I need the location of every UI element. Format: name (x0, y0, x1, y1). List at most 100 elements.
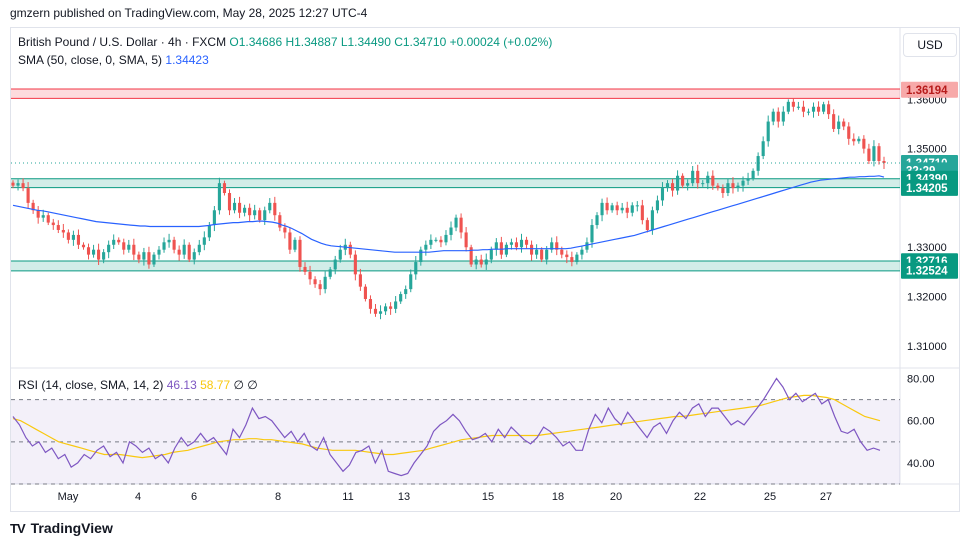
candle-body (489, 249, 493, 260)
candle-body (570, 257, 574, 263)
candle-body (590, 225, 594, 243)
candle-body (308, 271, 312, 280)
candle-body (117, 239, 121, 243)
candle-body (575, 254, 579, 263)
candle-body (91, 249, 96, 255)
candle-body (227, 193, 232, 211)
candle-body (424, 244, 428, 250)
candle-body (21, 183, 25, 189)
publisher-line: gmzern published on TradingView.com, May… (10, 6, 368, 20)
candle-body (16, 183, 20, 186)
candle-body (550, 242, 554, 250)
candle-body (288, 232, 292, 250)
candle-body (132, 244, 136, 255)
candle-body (530, 244, 534, 255)
candle-body (187, 244, 191, 260)
symbol-name: British Pound / U.S. Dollar · 4h · FXCM (18, 35, 227, 49)
candles (11, 98, 886, 320)
candle-body (555, 242, 559, 250)
candle-body (66, 232, 70, 240)
candle-body (872, 146, 876, 161)
rsi-tick-label: 80.00 (907, 374, 935, 386)
candle-body (253, 210, 257, 216)
candle-body (384, 306, 388, 312)
candle-body (363, 286, 367, 299)
candle-body (358, 274, 362, 287)
candle-body (842, 121, 846, 127)
candle-body (781, 111, 785, 122)
candle-body (278, 215, 282, 228)
sma-legend[interactable]: SMA (50, close, 0, SMA, 5) 1.34423 (18, 53, 209, 67)
time-tick-label: 22 (694, 491, 706, 503)
candle-body (545, 249, 549, 260)
candle-body (273, 202, 277, 216)
candle-body (122, 242, 126, 250)
candle-body (378, 311, 383, 314)
candle-body (686, 183, 690, 186)
candle-body (197, 244, 201, 253)
candle-body (419, 249, 423, 263)
candle-body (404, 289, 408, 295)
candle-body (192, 252, 196, 260)
candle-body (811, 106, 816, 112)
candle-body (670, 183, 675, 191)
candle-body (676, 175, 680, 191)
candle-body (827, 104, 831, 115)
candle-body (519, 239, 524, 248)
candle-body (283, 227, 287, 233)
candle-body (716, 185, 720, 189)
rsi-sma-value: 58.77 (200, 378, 231, 392)
candle-body (449, 227, 453, 235)
rsi-line (12, 377, 881, 477)
price-tick-label: 1.32000 (907, 292, 947, 304)
zones (11, 88, 900, 272)
rsi-legend[interactable]: RSI (14, close, SMA, 14, 2) 46.13 58.77 … (18, 378, 258, 392)
candle-body (620, 207, 624, 211)
sma-line (12, 175, 885, 253)
support-price-label: 1.34205 (906, 183, 948, 195)
candle-body (202, 237, 206, 245)
candle-body (771, 111, 775, 122)
candle-body (655, 200, 660, 211)
candle-body (222, 183, 227, 194)
candle-body (756, 156, 760, 171)
candle-body (736, 185, 740, 189)
candle-body (585, 242, 589, 250)
candle-body (600, 202, 604, 216)
candle-body (258, 210, 262, 221)
candle-body (847, 126, 851, 139)
candle-body (479, 259, 483, 265)
currency-button[interactable]: USD (903, 33, 957, 57)
candle-body (268, 202, 272, 211)
candle-body (691, 170, 695, 184)
candle-body (484, 259, 488, 265)
rsi-extra: ∅ ∅ (233, 378, 258, 392)
tradingview-brand[interactable]: TV TradingView (10, 520, 113, 536)
candle-body (806, 111, 811, 113)
candle-body (640, 205, 644, 221)
candle-body (524, 239, 529, 245)
candle-body (212, 210, 216, 226)
price-tick-label: 1.33000 (907, 242, 947, 254)
candle-body (76, 234, 81, 245)
candle-body (207, 225, 211, 238)
candle-body (81, 244, 86, 248)
candle-body (514, 242, 519, 248)
symbol-legend[interactable]: British Pound / U.S. Dollar · 4h · FXCM … (18, 35, 552, 49)
candle-body (102, 252, 106, 260)
support-price-label: 1.32524 (906, 266, 948, 278)
time-tick-label: May (58, 491, 79, 503)
candle-body (660, 188, 665, 201)
candle-body (494, 242, 498, 250)
time-axis: May 4 6 8 11 13 15 18 20 22 25 27 (58, 491, 833, 503)
chart-frame[interactable] (10, 27, 960, 512)
rsi-ma-line (12, 394, 881, 459)
candle-body (177, 249, 181, 255)
candle-body (217, 183, 221, 211)
candle-body (71, 234, 75, 240)
resistance-price-label: 1.36194 (906, 85, 948, 97)
candle-body (237, 202, 242, 213)
candle-body (454, 217, 458, 228)
candle-body (615, 205, 619, 211)
